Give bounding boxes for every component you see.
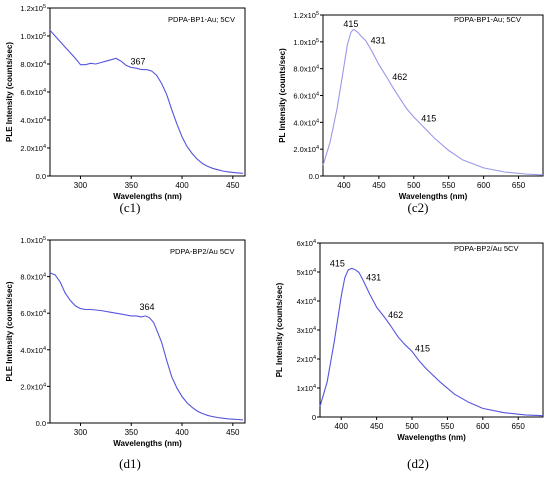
panel-label: (c2) [408, 200, 429, 215]
y-tick-label: 8.0x104 [20, 60, 46, 69]
y-tick-label: 4.0x104 [20, 346, 46, 355]
y-tick-label: 6.0x104 [20, 309, 46, 318]
x-axis-title: Wavelengths (nm) [397, 433, 466, 442]
y-tick-label: 6x104 [297, 239, 316, 248]
y-axis-title: PL Intensity (counts/sec) [275, 282, 284, 377]
x-axis-title: Wavelengths (nm) [399, 192, 468, 201]
x-tick-label: 550 [442, 181, 456, 190]
y-tick-label: 1.2x105 [293, 11, 319, 20]
y-tick-label: 2.0x104 [20, 144, 46, 153]
series-line [49, 272, 244, 421]
y-tick-label: 8.0x104 [20, 273, 46, 282]
peak-annotation: 367 [131, 57, 146, 67]
y-tick-label: 0.0 [36, 172, 46, 181]
x-tick-label: 400 [175, 181, 189, 190]
y-tick-label: 1.0x105 [293, 38, 319, 47]
y-tick-label: 1x104 [297, 384, 316, 393]
y-tick-label: 2.0x104 [20, 382, 46, 391]
x-tick-label: 600 [476, 422, 490, 431]
x-tick-label: 500 [407, 181, 421, 190]
x-tick-label: 300 [74, 428, 88, 437]
chart-panel-3: 300 350 400 450 0.0 2.0x104 4.0x104 6.0x104 8.0x… [5, 236, 246, 471]
peak-annotation: 462 [388, 310, 403, 320]
y-tick-label: 4x104 [297, 297, 316, 306]
legend-label: PDPA-BP1-Au; 5CV [168, 15, 235, 24]
x-tick-label: 400 [337, 181, 351, 190]
y-tick-label: 1.0x105 [20, 32, 46, 41]
y-tick-label: 1.0x105 [20, 236, 46, 245]
peak-annotation: 462 [392, 72, 407, 82]
peak-annotation: 431 [366, 272, 381, 282]
panel-label: (c1) [120, 200, 141, 215]
x-tick-label: 350 [125, 181, 139, 190]
x-axis-title: Wavelengths (nm) [113, 439, 182, 448]
x-tick-label: 450 [226, 181, 240, 190]
x-axis-title: Wavelengths (nm) [113, 192, 182, 201]
y-axis-title: PL Intensity (counts/sec) [278, 48, 287, 143]
y-tick-label: 4.0x104 [293, 118, 319, 127]
x-tick-label: 650 [512, 422, 526, 431]
x-tick-label: 600 [477, 181, 491, 190]
x-tick-label: 500 [405, 422, 419, 431]
peak-annotation: 415 [415, 343, 430, 353]
y-tick-label: 0.0 [309, 172, 319, 181]
y-tick-label: 0 [312, 413, 316, 422]
x-tick-label: 650 [512, 181, 526, 190]
y-tick-label: 3x104 [297, 326, 316, 335]
legend-label: PDPA-BP1-Au; 5CV [454, 15, 521, 24]
peak-annotation: 415 [343, 19, 358, 29]
chart-panel-2: 400 450 500 550 600 650 0.0 2.0x104 4.0x104 6.0x1… [278, 11, 544, 215]
x-tick-label: 350 [125, 428, 139, 437]
plot-frame [49, 239, 246, 424]
y-tick-label: 6.0x104 [293, 92, 319, 101]
series-line [49, 30, 244, 174]
plot-frame [49, 7, 246, 177]
x-tick-label: 300 [74, 181, 88, 190]
legend-label: PDPA-BP2/Au 5CV [454, 244, 518, 253]
series-line [319, 267, 544, 417]
peak-annotation: 415 [330, 258, 345, 268]
peak-annotation: 431 [371, 35, 386, 45]
y-tick-label: 2.0x104 [293, 145, 319, 154]
panel-label: (d2) [407, 456, 429, 471]
x-tick-label: 400 [335, 422, 349, 431]
chart-panel-4: 400 450 500 550 600 650 0 1x104 2x104 3x104 4x104 5… [275, 239, 544, 471]
peak-annotation: 415 [421, 114, 436, 124]
y-tick-label: 8.0x104 [293, 65, 319, 74]
plot-frame [322, 14, 544, 177]
peak-annotation: 364 [139, 302, 154, 312]
x-tick-label: 550 [441, 422, 455, 431]
y-tick-label: 5x104 [297, 268, 316, 277]
y-axis-title: PLE Intensity (counts/sec) [5, 281, 14, 381]
x-tick-label: 450 [372, 181, 386, 190]
x-tick-label: 450 [370, 422, 384, 431]
y-tick-label: 4.0x104 [20, 116, 46, 125]
y-axis-title: PLE Intensity (counts/sec) [5, 42, 14, 142]
y-tick-label: 1.2x105 [20, 4, 46, 13]
chart-panel-1: 300 350 400 450 0.0 2.0x104 4.0x104 6.0x104 8.0x… [5, 4, 246, 215]
y-tick-label: 0.0 [36, 419, 46, 428]
x-tick-label: 400 [175, 428, 189, 437]
series-line [322, 29, 544, 176]
x-tick-label: 450 [226, 428, 240, 437]
legend-label: PDPA-BP2/Au 5CV [170, 247, 234, 256]
panel-label: (d1) [119, 456, 141, 471]
y-tick-label: 2x104 [297, 355, 316, 364]
y-tick-label: 6.0x104 [20, 88, 46, 97]
